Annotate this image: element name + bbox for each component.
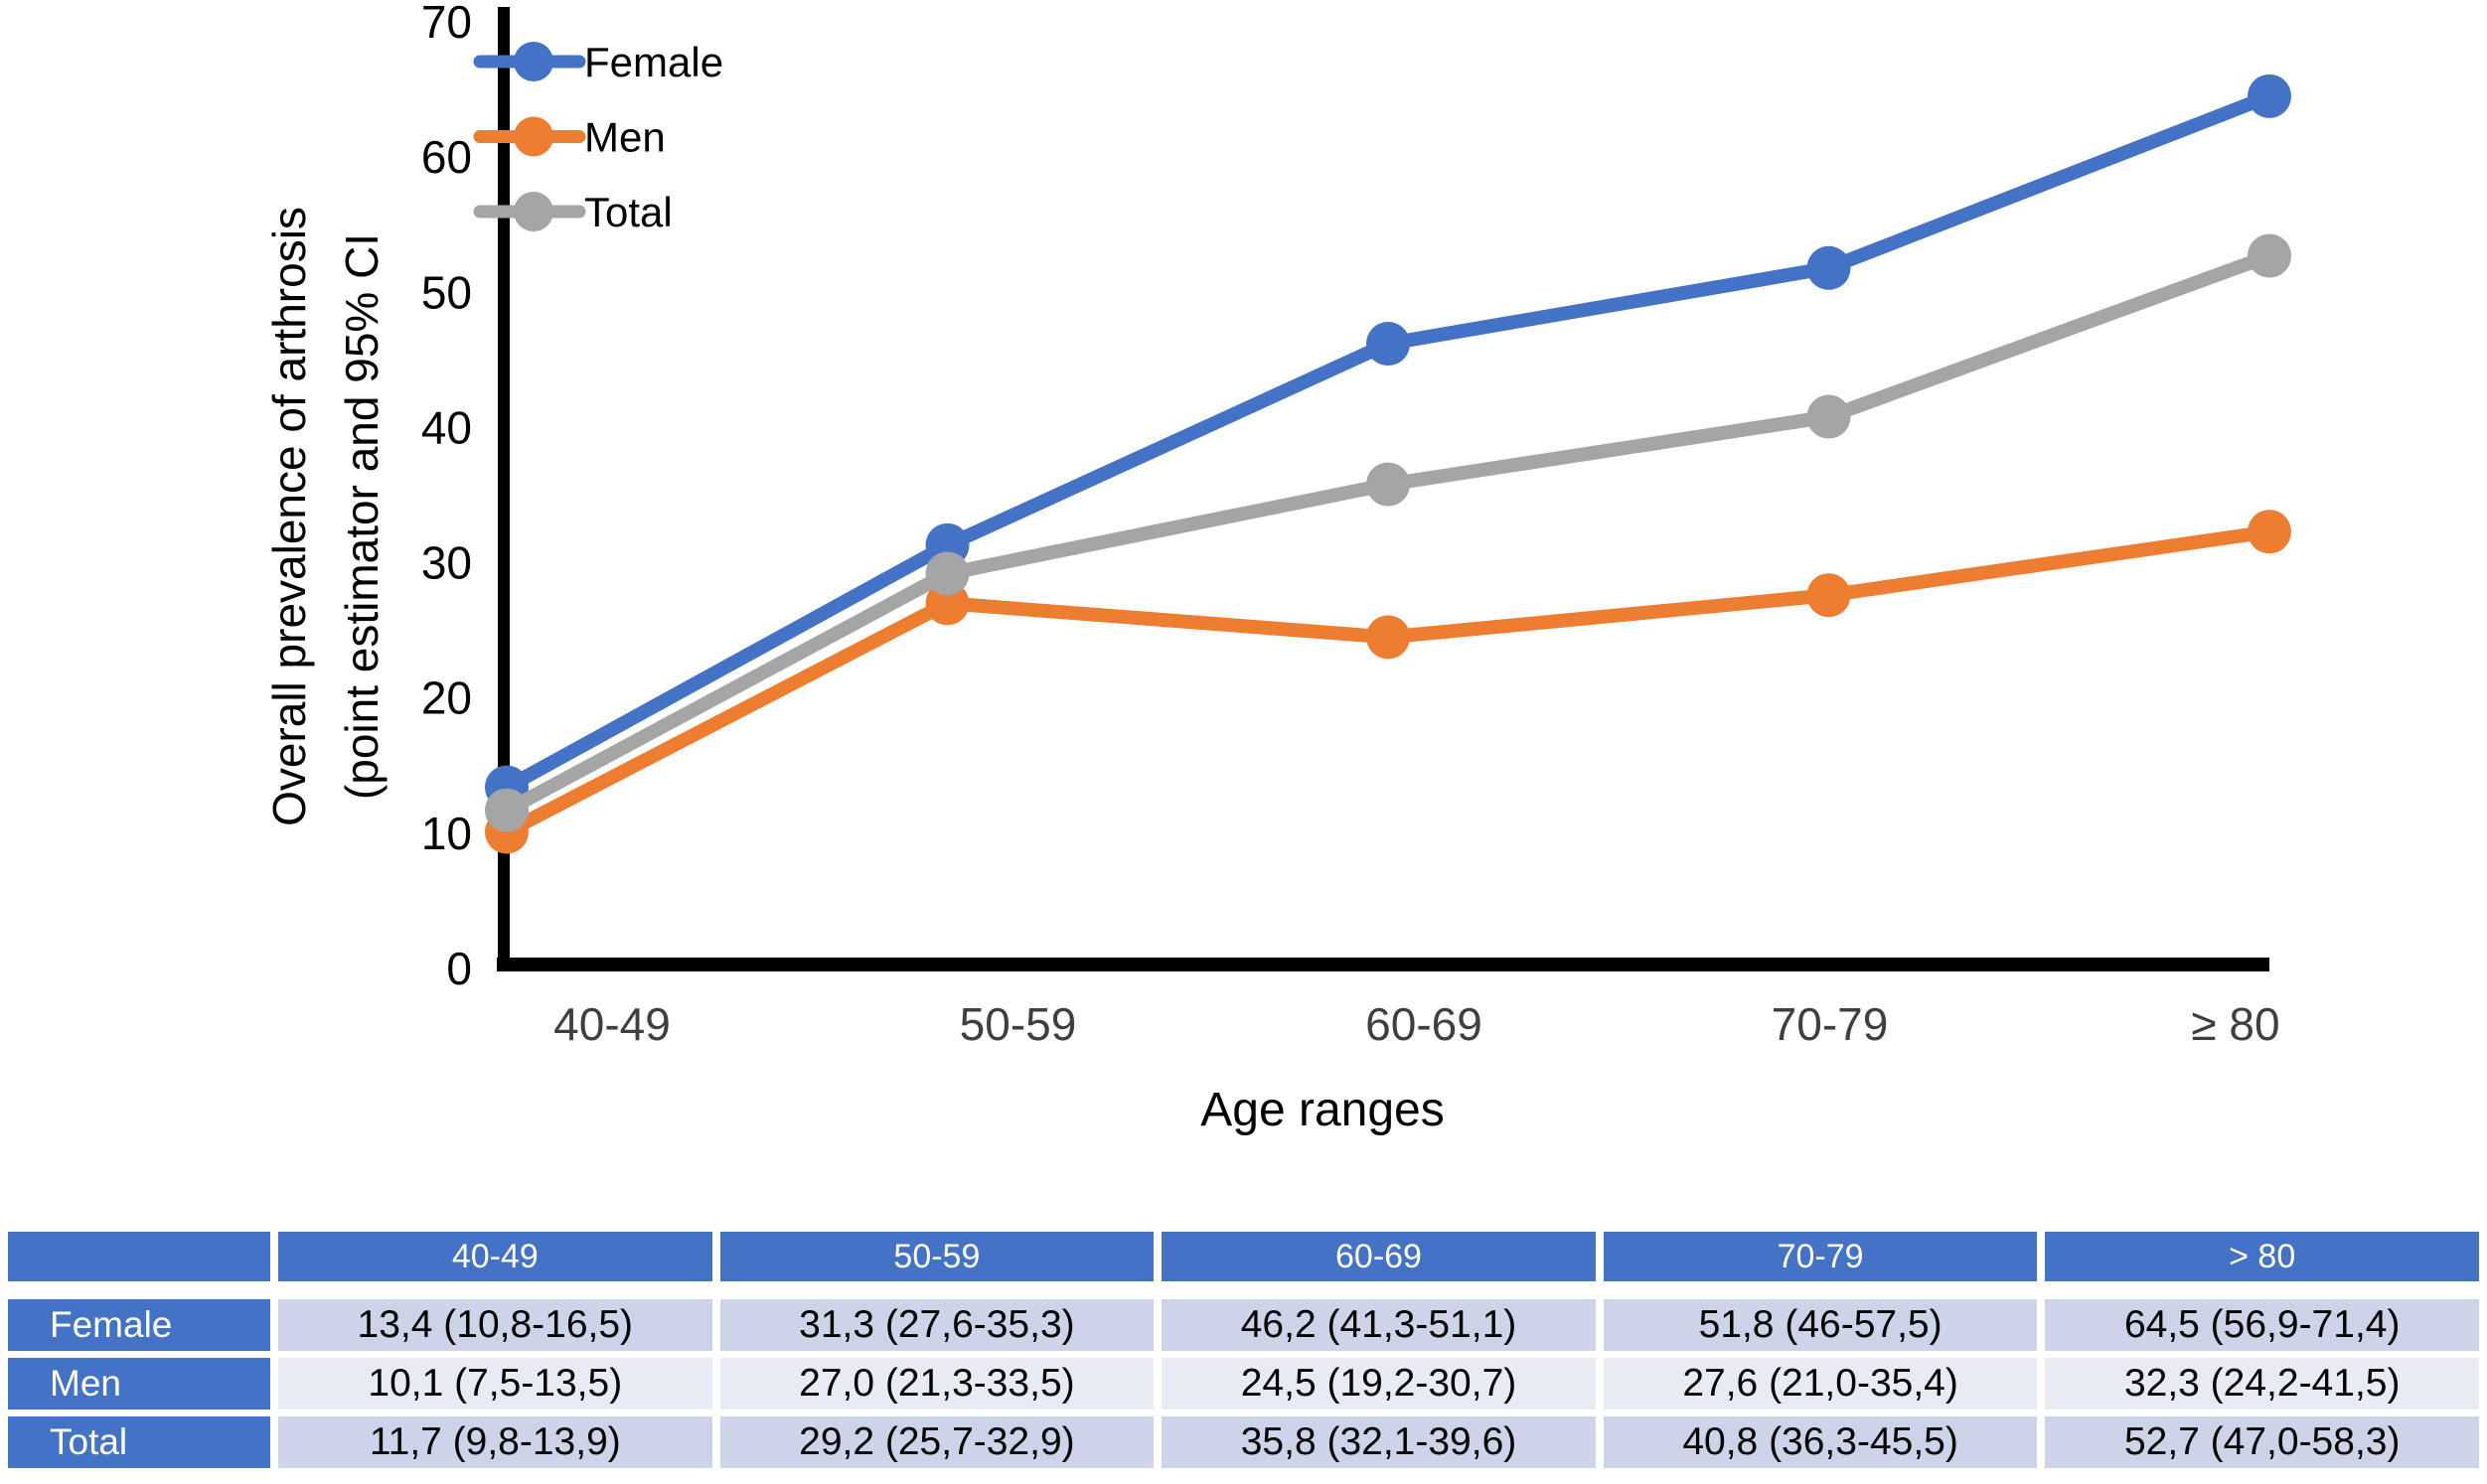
y-tick-label: 10 — [421, 808, 472, 859]
data-point-total — [1806, 394, 1851, 439]
legend-marker-total — [514, 192, 553, 231]
legend-label-men: Men — [584, 114, 666, 161]
table-header-cell: 60-69 — [1162, 1232, 1596, 1281]
table-body: Female 13,4 (10,8-16,5) 31,3 (27,6-35,3) 46… — [8, 1299, 2479, 1468]
data-point-men — [2248, 510, 2291, 554]
data-point-total — [485, 788, 529, 832]
data-point-total — [2248, 233, 2291, 278]
table-header-corner-cell — [8, 1232, 270, 1281]
data-point-men — [1806, 573, 1851, 618]
table-cell: 31,3 (27,6-35,3) — [719, 1299, 1155, 1351]
y-tick-label: 60 — [421, 131, 472, 183]
table-cell: 32,3 (24,2-41,5) — [2045, 1358, 2479, 1410]
y-tick-label: 30 — [421, 537, 472, 589]
y-tick-label: 40 — [421, 401, 472, 453]
table-header-cell: 70-79 — [1603, 1232, 2038, 1281]
table-cell: 51,8 (46-57,5) — [1603, 1299, 2038, 1351]
table-cell: 35,8 (32,1-39,6) — [1162, 1416, 1596, 1468]
table-cell: 11,7 (9,8-13,9) — [278, 1416, 712, 1468]
table-header-cell: > 80 — [2045, 1232, 2479, 1281]
table-cell: 27,0 (21,3-33,5) — [719, 1358, 1155, 1410]
x-tick-label: ≥ 80 — [2191, 998, 2279, 1050]
prevalence-line-chart: 0 10 20 30 40 50 60 70 40-49 50-59 60-69 70-79 ≥ 80 F… — [263, 0, 2291, 1136]
y-tick-label: 0 — [446, 943, 472, 994]
x-tick-label: 40-49 — [553, 998, 671, 1050]
data-point-female — [1366, 322, 1410, 367]
data-point-total — [925, 551, 970, 596]
y-tick-label: 70 — [421, 0, 472, 48]
prevalence-table: 40-49 50-59 60-69 70-79 > 80 Female 13,4 (10,… — [8, 1232, 2479, 1475]
table-cell: 46,2 (41,3-51,1) — [1162, 1299, 1596, 1351]
x-tick-label: 70-79 — [1772, 998, 1889, 1050]
table-header-row: 40-49 50-59 60-69 70-79 > 80 — [8, 1232, 2479, 1281]
legend-label-female: Female — [584, 39, 723, 85]
table-cell: 52,7 (47,0-58,3) — [2045, 1416, 2479, 1468]
series-line-men — [500, 524, 2276, 839]
y-axis-title-line2: (point estimator and 95% CI — [336, 233, 388, 800]
x-tick-label: 60-69 — [1365, 998, 1482, 1050]
table-cell: 10,1 (7,5-13,5) — [278, 1358, 712, 1410]
row-label: Men — [8, 1358, 270, 1410]
x-axis-title: Age ranges — [1200, 1084, 1445, 1136]
table-cell: 27,6 (21,0-35,4) — [1603, 1358, 2038, 1410]
table-cell: 24,5 (19,2-30,7) — [1162, 1358, 1596, 1410]
y-tick-label: 20 — [421, 672, 472, 724]
table-cell: 64,5 (56,9-71,4) — [2045, 1299, 2479, 1351]
table-row-female: Female 13,4 (10,8-16,5) 31,3 (27,6-35,3) 46… — [8, 1299, 2479, 1351]
table-cell: 40,8 (36,3-45,5) — [1603, 1416, 2038, 1468]
data-point-total — [1366, 462, 1410, 507]
y-tick-label: 50 — [421, 266, 472, 318]
legend-marker-men — [514, 116, 553, 157]
x-tick-label: 50-59 — [960, 998, 1077, 1050]
table-header-cell: 40-49 — [278, 1232, 712, 1281]
legend-label-total: Total — [584, 189, 673, 235]
row-label: Total — [8, 1416, 270, 1468]
table-row-total: Total 11,7 (9,8-13,9) 29,2 (25,7-32,9) 35,8… — [8, 1416, 2479, 1468]
table-cell: 13,4 (10,8-16,5) — [278, 1299, 712, 1351]
series-line-female — [500, 88, 2276, 795]
data-point-men — [1366, 615, 1410, 660]
data-point-female — [1806, 245, 1851, 290]
table-header-cell: 50-59 — [719, 1232, 1155, 1281]
row-label: Female — [8, 1299, 270, 1351]
table-row-men: Men 10,1 (7,5-13,5) 27,0 (21,3-33,5) 24,5 (… — [8, 1358, 2479, 1410]
legend-marker-female — [514, 42, 553, 81]
data-point-female — [2248, 74, 2291, 118]
table-cell: 29,2 (25,7-32,9) — [719, 1416, 1155, 1468]
y-axis-title-line1: Overall prevalence of arthrosis — [263, 207, 315, 826]
